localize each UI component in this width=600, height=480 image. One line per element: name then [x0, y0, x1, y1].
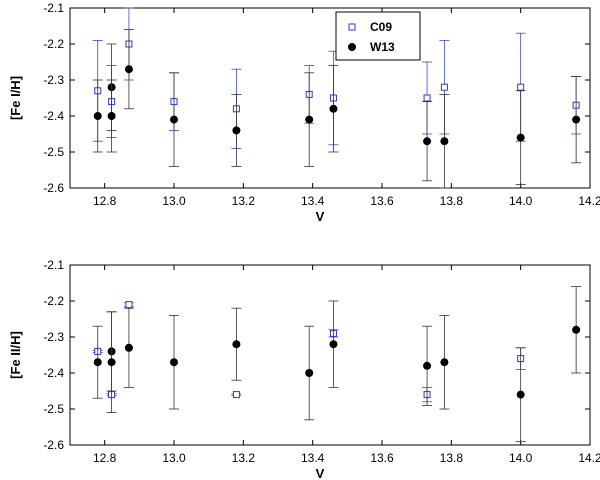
plot-frame — [69, 7, 591, 189]
w13-marker — [232, 126, 241, 135]
legend-box — [335, 11, 421, 61]
w13-point — [169, 72, 179, 167]
c09-marker — [125, 301, 133, 309]
y-tick-label: -2.5 — [43, 402, 64, 416]
c09-marker — [440, 83, 448, 91]
w13-marker — [305, 115, 314, 124]
w13-point — [422, 101, 433, 182]
w13-point — [439, 94, 450, 189]
x-tick-label: 13.0 — [162, 451, 186, 465]
w13-point — [106, 79, 117, 153]
x-tick-label: 13.6 — [370, 194, 394, 208]
x-tick-label: 13.8 — [440, 451, 464, 465]
w13-marker — [516, 133, 525, 142]
y-tick-label: -2.2 — [43, 294, 64, 308]
w13-marker — [170, 115, 178, 124]
w13-marker — [440, 358, 449, 367]
w13-marker — [440, 137, 449, 146]
x-tick-label: 13.2 — [232, 451, 256, 465]
plot-frame — [69, 264, 591, 446]
y-axis-label: [Fe I/H] — [8, 76, 23, 120]
x-tick-label: 14.0 — [509, 194, 533, 208]
w13-point — [123, 29, 134, 110]
w13-marker — [305, 369, 314, 377]
x-tick-label: 13.4 — [301, 451, 325, 465]
legend-label-w13: W13 — [370, 40, 395, 54]
w13-marker — [329, 340, 338, 349]
legend-label-c09: C09 — [370, 20, 392, 34]
x-tick-label: 13.0 — [162, 194, 186, 208]
w13-point — [439, 314, 450, 410]
w13-marker — [107, 358, 116, 367]
c09-marker — [517, 83, 525, 91]
w13-point — [231, 307, 242, 381]
w13-point — [123, 307, 134, 388]
c09-point — [123, 301, 134, 309]
c09-marker — [232, 391, 240, 399]
w13-marker — [124, 65, 133, 74]
x-tick-label: 13.4 — [301, 194, 325, 208]
x-tick-label: 14.2 — [578, 194, 600, 208]
x-tick-label: 12.8 — [93, 194, 117, 208]
w13-marker — [423, 137, 432, 146]
w13-point — [328, 65, 339, 153]
y-axis-label: [Fe II/H] — [8, 331, 23, 379]
x-tick-label: 13.2 — [232, 194, 256, 208]
x-tick-label: 14.2 — [578, 451, 600, 465]
y-tick-label: -2.1 — [43, 258, 64, 272]
chart-panel-2: 12.8 13.0 13.2 13.4 13.6 13.8 14.0 14.2 -2.1 -2.2… — [8, 258, 600, 480]
c09-marker — [423, 94, 431, 102]
w13-marker — [93, 112, 102, 120]
w13-marker — [93, 358, 102, 367]
legend-c09-marker — [348, 23, 356, 31]
w13-marker — [329, 104, 338, 113]
w13-point — [571, 286, 582, 374]
w13-point — [231, 94, 242, 167]
x-tick-label: 13.8 — [440, 194, 464, 208]
w13-point — [328, 300, 339, 388]
y-tick-label: -2.6 — [43, 438, 64, 452]
w13-point — [169, 314, 179, 410]
y-tick-label: -2.5 — [43, 145, 64, 159]
w13-point — [304, 72, 315, 167]
w13-marker — [232, 340, 241, 349]
w13-point — [106, 311, 117, 414]
w13-marker — [107, 112, 116, 120]
w13-point — [515, 347, 526, 442]
w13-marker — [124, 343, 133, 352]
c09-point — [231, 391, 242, 399]
x-axis-label: V — [316, 466, 325, 480]
w13-marker — [516, 390, 525, 399]
y-tick-label: -2.6 — [43, 181, 64, 195]
y-tick-label: -2.2 — [43, 37, 64, 51]
w13-marker — [572, 325, 581, 334]
x-tick-label: 13.6 — [370, 451, 394, 465]
legend-w13-marker — [348, 43, 356, 51]
x-tick-label: 12.8 — [93, 451, 117, 465]
y-tick-label: -2.3 — [43, 330, 64, 344]
y-tick-label: -2.4 — [43, 109, 64, 123]
w13-marker — [423, 361, 432, 370]
w13-point — [571, 76, 582, 164]
x-tick-label: 14.0 — [509, 451, 533, 465]
y-tick-label: -2.3 — [43, 73, 64, 87]
w13-point — [515, 90, 526, 185]
w13-marker — [572, 115, 581, 124]
y-tick-label: -2.4 — [43, 366, 64, 380]
y-tick-label: -2.1 — [43, 1, 64, 15]
w13-point — [92, 325, 103, 399]
w13-point — [422, 325, 433, 406]
chart-panel-1: 12.8 13.0 13.2 13.4 13.6 13.8 14.0 14.2 -2.1 -2.2… — [8, 1, 600, 224]
w13-marker — [170, 358, 178, 367]
x-axis-label: V — [316, 209, 325, 224]
w13-point — [304, 325, 315, 421]
w13-point — [92, 79, 103, 153]
